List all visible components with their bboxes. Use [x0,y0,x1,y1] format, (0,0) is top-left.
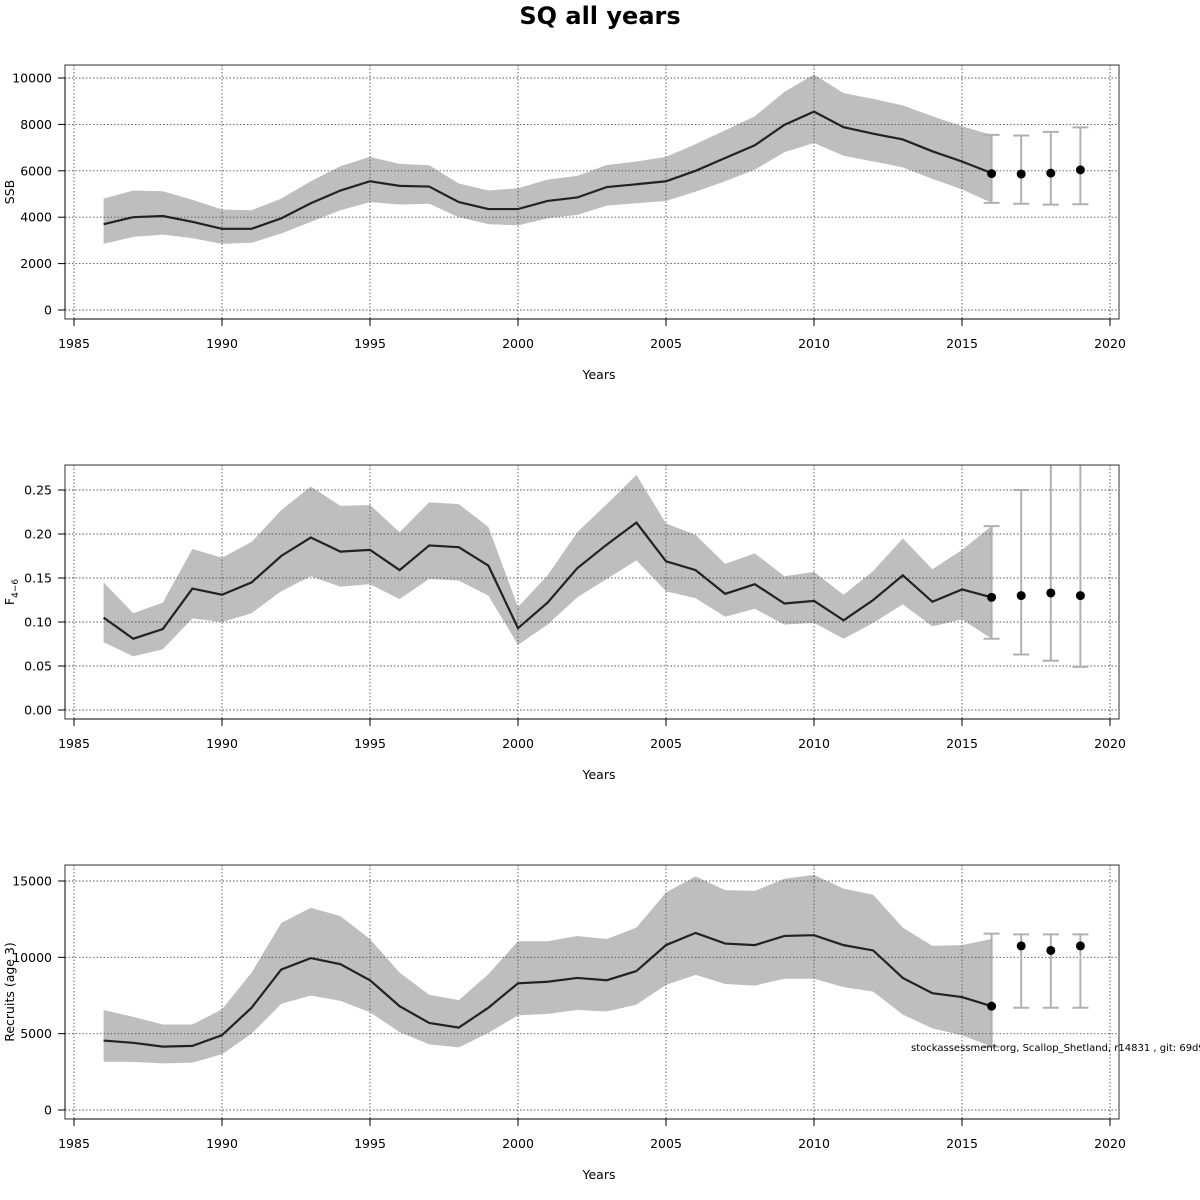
x-tick-label: 2015 [946,1136,978,1151]
forecast-errorbar [1072,465,1089,668]
y-axis-label-subscript: 4−6 [11,579,21,598]
confidence-band [103,874,992,1064]
footnote-text: stockassessment.org, Scallop_Shetland, r… [911,1043,1200,1054]
forecast-point [1046,588,1056,598]
x-tick-label: 2000 [502,736,534,751]
y-tick-label: 10000 [12,71,52,86]
x-tick-label: 2000 [502,336,534,351]
forecast-errorbar [1013,489,1030,656]
y-tick-label: 8000 [20,117,52,132]
x-tick-label: 1990 [206,736,238,751]
confidence-band [103,74,992,244]
x-tick-label: 2020 [1094,336,1126,351]
x-axis-label: Years [582,367,616,382]
forecast-point [1016,941,1026,951]
forecast-point [987,592,997,602]
confidence-band [103,475,992,657]
forecast-point [1075,591,1085,601]
y-tick-label: 10000 [12,950,52,965]
y-tick-label: 0.25 [24,483,52,498]
plot-area [65,65,1119,319]
forecast-point [1046,945,1056,955]
y-tick-label: 0 [44,303,52,318]
x-tick-label: 2005 [650,736,682,751]
x-tick-label: 2000 [502,1136,534,1151]
forecast-point [987,169,997,179]
forecast-errorbar [983,932,1000,1048]
x-tick-label: 1995 [354,336,386,351]
plot-area [65,865,1119,1119]
plot-area [65,465,1119,719]
x-tick-label: 2020 [1094,1136,1126,1151]
x-tick-label: 1990 [206,336,238,351]
panel-3: 1985 1990 1995 2000 2005 2010 2015 2020 0 5000 100… [2,864,1126,1182]
y-tick-label: 15000 [12,874,52,889]
y-tick-label: 2000 [20,256,52,271]
x-tick-label: 2020 [1094,736,1126,751]
forecast-errorbar [1042,933,1059,1009]
y-tick-label: 4000 [20,210,52,225]
x-tick-label: 1985 [58,1136,90,1151]
x-axis-label: Years [582,767,616,782]
y-tick-label: 0.00 [24,703,52,718]
y-tick-label: 5000 [20,1026,52,1041]
x-tick-label: 1995 [354,736,386,751]
y-tick-label: 0.10 [24,615,52,630]
forecast-errorbar [983,525,1000,640]
chart-title: SQ all years [519,2,681,30]
panel-2: 1985 1990 1995 2000 2005 2010 2015 2020 0.00 0.05… [2,464,1126,782]
y-tick-label: 0.20 [24,527,52,542]
x-tick-label: 1985 [58,736,90,751]
y-axis-label: F4−6 [2,579,21,605]
y-tick-label: 6000 [20,163,52,178]
y-tick-label: 0.05 [24,659,52,674]
y-tick-label: 0 [44,1103,52,1118]
x-tick-label: 2010 [798,736,830,751]
x-axis-label: Years [582,1167,616,1182]
forecast-point [1016,169,1026,179]
forecast-point [987,1001,997,1011]
x-tick-label: 2005 [650,1136,682,1151]
forecast-point [1016,591,1026,601]
panel-1: 1985 1990 1995 2000 2005 2010 2015 2020 0 2000 400… [2,64,1126,382]
forecast-point [1046,168,1056,178]
x-tick-label: 2010 [798,336,830,351]
x-tick-label: 1985 [58,336,90,351]
x-tick-label: 2010 [798,1136,830,1151]
x-tick-label: 2005 [650,336,682,351]
forecast-errorbar [1042,465,1059,662]
y-tick-label: 0.15 [24,571,52,586]
x-tick-label: 1995 [354,1136,386,1151]
estimate-line [103,110,993,230]
x-tick-label: 2015 [946,336,978,351]
x-tick-label: 2015 [946,736,978,751]
forecast-point [1075,941,1085,951]
estimate-line [103,931,992,1048]
forecast-point [1075,165,1085,175]
y-axis-label: SSB [2,180,17,204]
x-tick-label: 1990 [206,1136,238,1151]
estimate-line [102,521,992,640]
y-axis-label: Recruits (age 3) [2,942,17,1042]
forecast-errorbar [1042,130,1059,206]
forecast-errorbar [983,133,1000,204]
